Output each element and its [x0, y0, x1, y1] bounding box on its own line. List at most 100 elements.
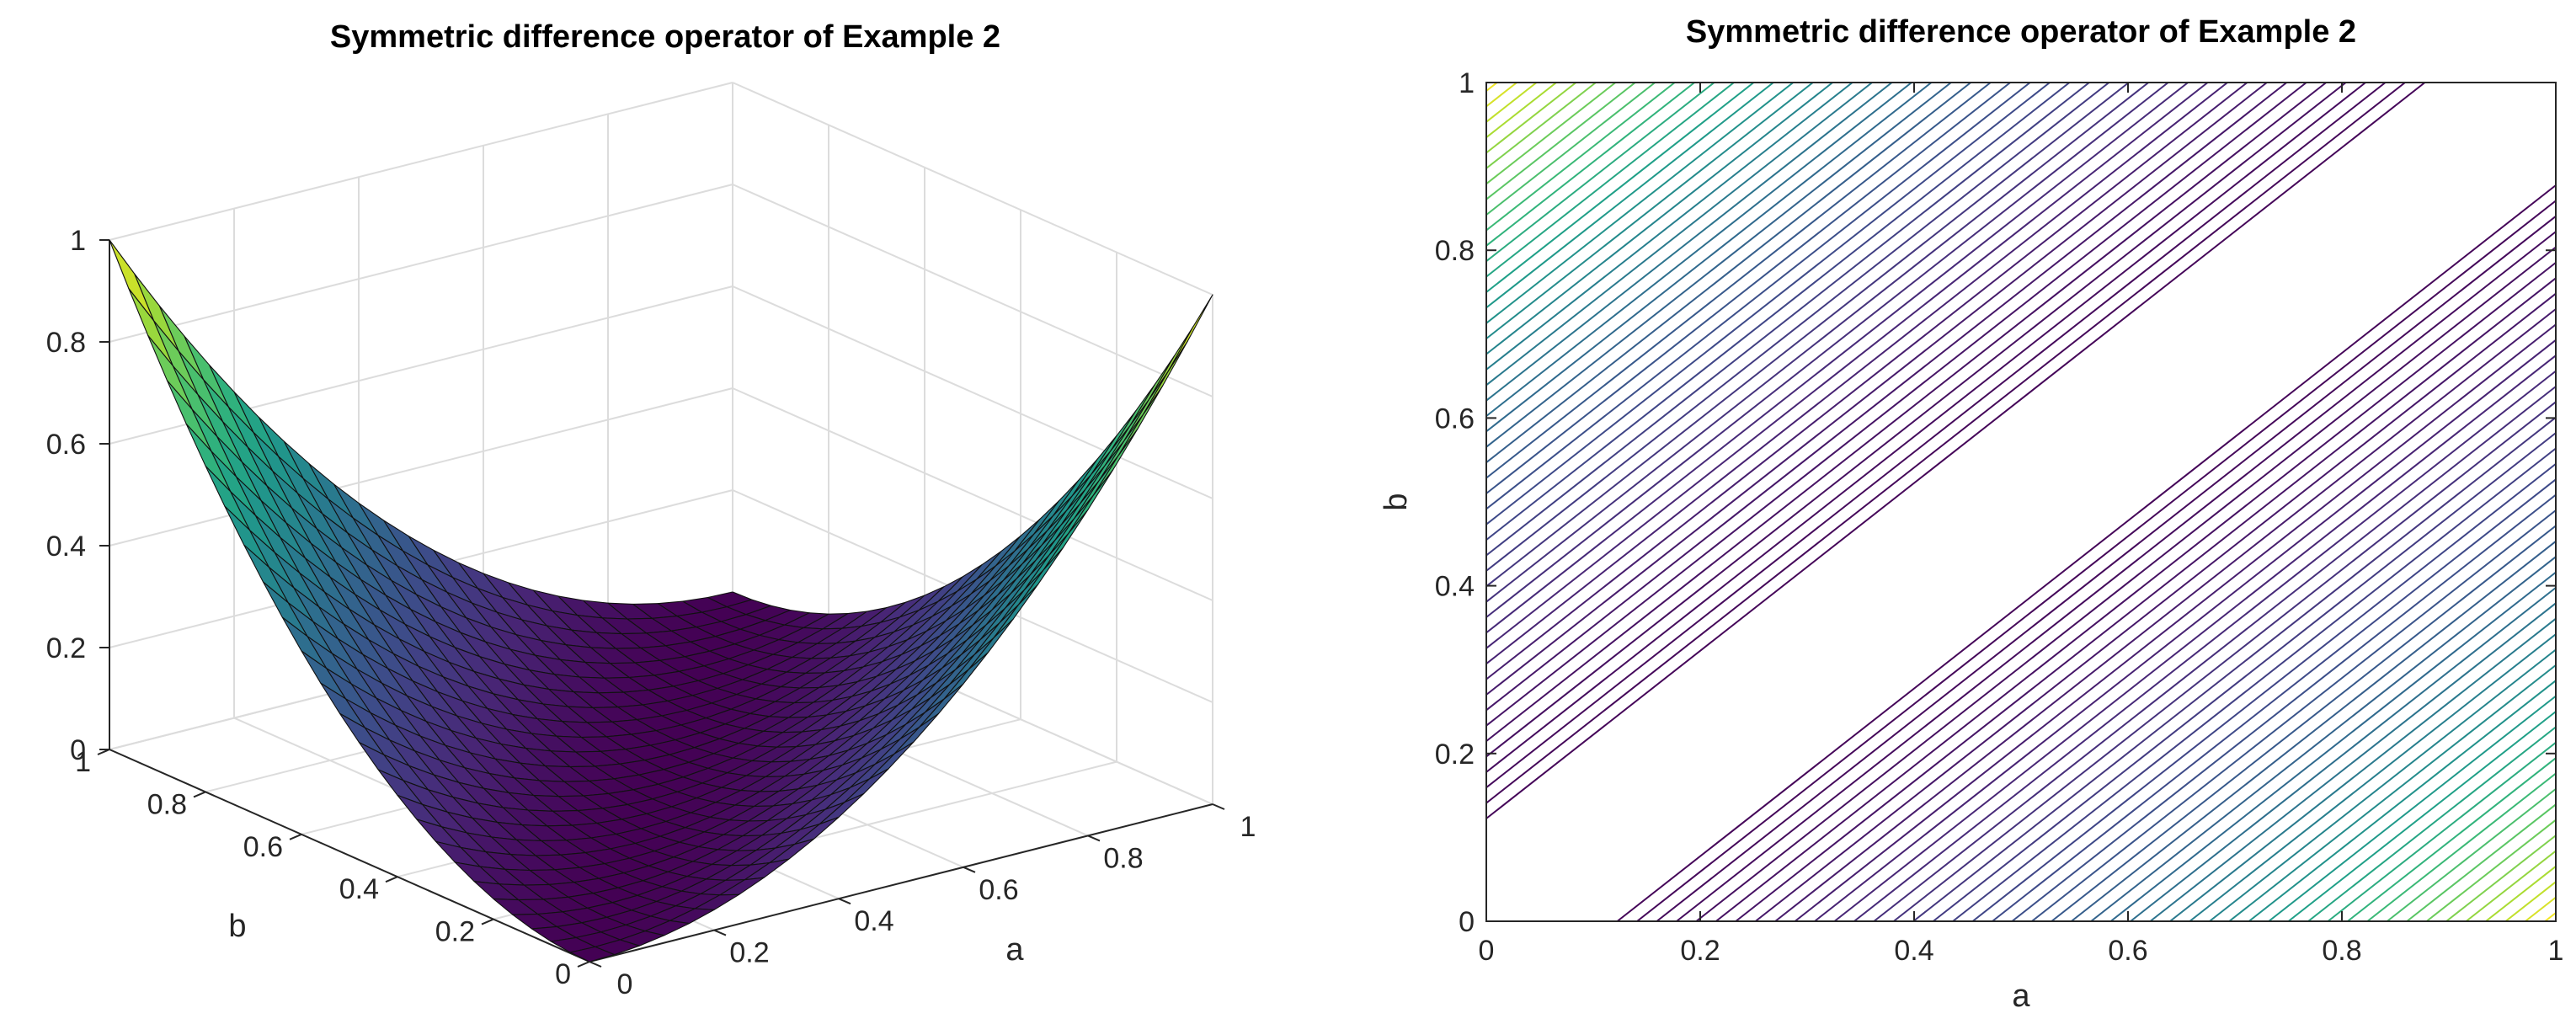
contour-line — [2011, 493, 2556, 921]
contour-line — [1486, 83, 2189, 634]
contour-line — [1486, 83, 1833, 355]
grid-line — [109, 387, 733, 547]
z-tick-label: 0.2 — [46, 632, 86, 664]
contour-line — [1814, 339, 2556, 921]
contour-x-tick-label: 0.6 — [2108, 935, 2147, 967]
contour-line — [1486, 83, 1952, 448]
contour-line — [1486, 83, 2347, 758]
contour-line — [1695, 246, 2556, 921]
contour-line — [1486, 83, 2149, 603]
contour-line — [2189, 633, 2556, 921]
b-tick-label: 0.4 — [339, 873, 379, 905]
surface-title: Symmetric difference operator of Example… — [330, 19, 1000, 55]
contour-line — [2287, 711, 2556, 921]
a-tick-label: 0.6 — [979, 874, 1018, 906]
contour-frame — [1485, 82, 2557, 922]
contour-line — [1486, 83, 1656, 216]
contour-line — [1616, 184, 2556, 921]
contour-line — [1486, 83, 1597, 169]
contour-line — [2071, 541, 2556, 921]
surface-mesh — [109, 239, 1213, 963]
contour-line — [1754, 292, 2556, 921]
contour-line — [1486, 83, 1755, 293]
contour-line — [2465, 850, 2556, 921]
b-tick-mark — [385, 876, 398, 883]
contour-line — [1486, 83, 2110, 572]
contour-line — [1932, 432, 2556, 921]
a-tick-mark — [713, 929, 727, 936]
a-tick-label: 0 — [617, 968, 633, 1000]
contour-line — [2347, 757, 2556, 921]
grid-line — [732, 184, 1213, 397]
contour-line — [2307, 726, 2556, 921]
contour-line — [1486, 83, 2071, 541]
contour-line — [1833, 355, 2556, 921]
a-tick-mark — [1212, 803, 1225, 810]
b-tick-label: 0.2 — [435, 916, 475, 948]
contour-line — [1486, 83, 2366, 773]
contour-line — [1486, 83, 2228, 664]
contour-line — [2425, 819, 2556, 921]
surface-patch — [1085, 424, 1131, 489]
contour-line — [1486, 83, 1853, 371]
contour-line — [2031, 509, 2556, 921]
contour-x-tick-label: 0.4 — [1894, 935, 1933, 967]
contour-line — [1794, 323, 2556, 921]
contour-line — [1853, 370, 2556, 921]
contour-line — [1774, 308, 2556, 921]
contour-line — [1735, 277, 2556, 921]
surface-patch — [1129, 355, 1175, 426]
contour-line — [1486, 83, 1577, 154]
contour-line — [1486, 83, 1873, 387]
contour-line — [1486, 83, 1695, 247]
contour-y-tick-label: 0.6 — [1435, 403, 1475, 435]
surface-patch — [1168, 294, 1213, 371]
contour-line — [1486, 83, 1795, 324]
z-tick-label: 0.8 — [46, 327, 86, 359]
contour-line — [1715, 262, 2556, 921]
contour-line — [1486, 83, 1933, 433]
contour-line — [1486, 83, 1971, 463]
contour-line — [1676, 231, 2556, 921]
contour-line — [1971, 463, 2556, 921]
contour-line — [2051, 525, 2556, 921]
contour-line — [1486, 83, 2130, 588]
contour-line — [1486, 83, 2288, 712]
surface-patch — [109, 239, 154, 322]
contour-line — [1486, 83, 2426, 819]
contour-line — [1486, 83, 2090, 557]
contour-line — [2268, 695, 2556, 921]
contour-line — [2228, 664, 2556, 921]
b-axis-line — [109, 749, 590, 963]
contour-line — [2090, 556, 2556, 921]
b-tick-label: 0.6 — [243, 831, 283, 863]
contour-line — [2149, 602, 2556, 921]
surface-plot: Symmetric difference operator of Example… — [46, 19, 1256, 1000]
contour-line — [1486, 83, 1617, 185]
contour-line — [1486, 83, 2406, 804]
contour-line — [1486, 83, 2169, 618]
a-tick-mark — [1087, 835, 1101, 842]
contour-line — [1486, 83, 1636, 200]
contour-line — [1486, 83, 1893, 402]
b-tick-mark — [193, 791, 206, 798]
contour-line — [2366, 772, 2556, 921]
contour-x-tick-label: 0.8 — [2322, 935, 2361, 967]
b-tick-mark — [577, 961, 590, 968]
surface-ylabel: b — [228, 909, 246, 944]
contour-line — [1486, 83, 1498, 92]
contour-plot: Symmetric difference operator of Example… — [1379, 14, 2563, 1014]
a-tick-mark — [589, 961, 602, 968]
contour-line — [1992, 478, 2556, 921]
contour-line — [1486, 83, 2268, 696]
surface-patch — [1110, 383, 1156, 451]
contour-line — [1486, 83, 1676, 232]
a-tick-mark — [963, 866, 976, 873]
contour-line — [1486, 83, 1735, 278]
surface-axes — [109, 240, 1213, 963]
contour-line — [2406, 803, 2556, 921]
a-axis-line — [589, 803, 1213, 963]
contour-y-tick-label: 0 — [1459, 906, 1475, 938]
contour-line — [2169, 617, 2556, 921]
contour-line — [2504, 881, 2556, 921]
